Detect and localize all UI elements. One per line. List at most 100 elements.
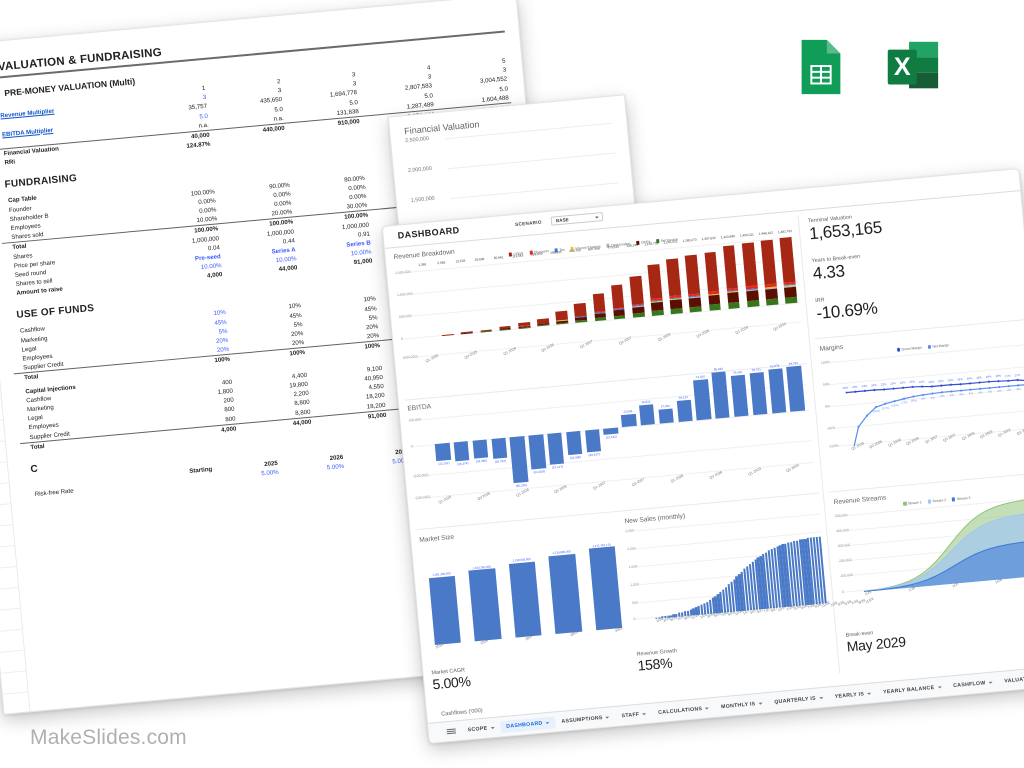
- row-header[interactable]: [0, 650, 26, 674]
- bar-body: [547, 432, 565, 465]
- row-header[interactable]: [0, 566, 19, 591]
- legend-item: Net Margin: [927, 343, 949, 349]
- tab-assumptions[interactable]: ASSUMPTIONS: [555, 710, 616, 727]
- bar-segment: [708, 304, 721, 311]
- row-header[interactable]: [2, 692, 30, 715]
- bar[interactable]: 296,635: [550, 249, 570, 347]
- revenue-growth-kpi: Revenue Growth 158%: [636, 648, 678, 674]
- legend-swatch: [951, 497, 956, 502]
- bar-segment: [442, 333, 454, 336]
- bar[interactable]: 1,103,760,000: [468, 564, 502, 642]
- y-tick-label: 0: [841, 589, 844, 594]
- bar[interactable]: 13,529: [455, 258, 475, 356]
- bar-body: [472, 439, 489, 460]
- row-header[interactable]: [0, 671, 28, 695]
- legend-item: Stream 3: [951, 495, 971, 502]
- data-label: 1,482,762: [777, 228, 793, 234]
- market-size-panel: Market Size 1,051,200,000 1,103,760,000 1,…: [419, 519, 626, 664]
- x-tick-label: [761, 329, 766, 338]
- data-label: 936,246: [626, 242, 639, 248]
- x-tick-label: [722, 333, 727, 342]
- tab-cashflow[interactable]: CASHFLOW: [947, 676, 999, 693]
- bar[interactable]: 1,450,011: [740, 232, 761, 329]
- bar[interactable]: 1,245,031: [663, 239, 685, 336]
- row-header[interactable]: [0, 504, 13, 528]
- watermark: MakeSlides.com: [30, 726, 187, 749]
- bar[interactable]: 1,307,632: [701, 235, 723, 333]
- revenue-streams-panel: Revenue Streams Stream 1 Stream 2 Stream…: [833, 481, 1024, 627]
- chevron-down-icon: [490, 726, 495, 729]
- dashboard-sheet[interactable]: DASHBOARD SCENARIO BASE Revenue Breakdow…: [381, 168, 1024, 744]
- bar[interactable]: 1,280,273: [682, 237, 704, 335]
- bar[interactable]: 1,051,200,000: [428, 571, 462, 645]
- bar-segment: [666, 258, 682, 297]
- bar[interactable]: 607,956: [588, 246, 608, 343]
- bar-segment: [594, 317, 607, 322]
- y-tick-label: 1,000: [630, 582, 640, 588]
- x-tick-label: [812, 467, 817, 476]
- bar[interactable]: 1,158,948,000: [508, 557, 542, 638]
- terminal-valuation-kpi: Terminal Valuation 1,653,165: [808, 212, 883, 245]
- x-tick-label: 1/26: [907, 585, 916, 593]
- x-tick-label: [799, 326, 804, 335]
- y-tick-label: 2,500: [625, 528, 635, 534]
- bar[interactable]: 440,709: [569, 248, 589, 345]
- y-tick-label: (100,000): [413, 472, 429, 479]
- tab-dashboard[interactable]: DASHBOARD: [499, 715, 557, 733]
- tab-staff[interactable]: STAFF: [615, 707, 653, 722]
- tab-calculations[interactable]: CALCULATIONS: [652, 701, 716, 719]
- legend-label: Stream 3: [956, 495, 971, 502]
- scenario-dropdown[interactable]: BASE: [550, 211, 604, 226]
- chart-plot-area: 100,000 0 (100,000) (150,000) (32,161) (3…: [408, 361, 814, 502]
- tab-yearly-balance[interactable]: YEARLY BALANCE: [877, 680, 948, 698]
- bar[interactable]: 111,543: [512, 253, 532, 350]
- row-header[interactable]: [0, 629, 24, 653]
- scenario-value: BASE: [555, 217, 569, 224]
- tab-monthly-is[interactable]: MONTHLY IS: [715, 697, 769, 714]
- bar-segment: [670, 307, 683, 315]
- breakeven-kpi: Break-even May 2029: [846, 627, 907, 654]
- bar[interactable]: 1,423,986: [720, 234, 742, 331]
- bar[interactable]: 1,216,895,400: [548, 550, 582, 634]
- x-tick-label: 2026: [479, 638, 489, 646]
- row-header[interactable]: [0, 483, 11, 507]
- bar[interactable]: 169,894: [531, 251, 551, 349]
- all-sheets-icon[interactable]: [446, 728, 457, 735]
- data-label: 1,450,011: [739, 231, 754, 238]
- x-tick-label: [503, 495, 508, 504]
- tab-scope[interactable]: SCOPE: [461, 721, 501, 736]
- data-label: 296,635: [549, 249, 562, 255]
- bar[interactable]: 779,529: [607, 244, 628, 342]
- svg-text:X: X: [894, 53, 911, 81]
- margins-panel: Margins Gross Margin Net Margin 100% 50%…: [819, 327, 1024, 485]
- dashboard-body: Revenue Breakdown COGS Discounts Tax Int…: [385, 191, 1024, 743]
- row-header[interactable]: [0, 587, 21, 612]
- data-label: 779,529: [607, 244, 620, 250]
- row-header[interactable]: [0, 608, 23, 632]
- bar-body: [584, 429, 601, 453]
- bar[interactable]: 1,482,762: [778, 228, 799, 326]
- data-label: (36,374): [457, 461, 469, 467]
- y-tick-label: 1,000,000: [396, 291, 413, 297]
- bar[interactable]: 1,466,102: [759, 230, 780, 328]
- bar[interactable]: 1,159,752: [644, 241, 666, 338]
- row-header[interactable]: [0, 546, 17, 570]
- data-label: 78,741: [751, 367, 761, 372]
- bar[interactable]: 5,569: [436, 260, 456, 357]
- tab-valuation[interactable]: VALUATION: [1004, 675, 1024, 684]
- bar-segment: [537, 324, 550, 327]
- bar[interactable]: 29,636: [474, 256, 494, 354]
- bar-segment: [689, 305, 702, 313]
- data-label: 169,894: [530, 251, 543, 257]
- row-header[interactable]: [0, 525, 15, 549]
- chevron-down-icon: [937, 685, 942, 689]
- bar[interactable]: 1,369: [417, 262, 437, 359]
- bar[interactable]: 60,661: [493, 255, 513, 352]
- tab-quarterly-is[interactable]: QUARTERLY IS: [768, 691, 829, 708]
- bar[interactable]: 1,277,740,170: [588, 542, 623, 631]
- data-label: (10,642): [605, 434, 618, 440]
- bar[interactable]: 936,246: [626, 242, 647, 340]
- tab-yearly-is[interactable]: YEARLY IS: [828, 687, 877, 703]
- x-tick-label: 1/25: [863, 589, 873, 597]
- x-tick-label: [696, 478, 701, 487]
